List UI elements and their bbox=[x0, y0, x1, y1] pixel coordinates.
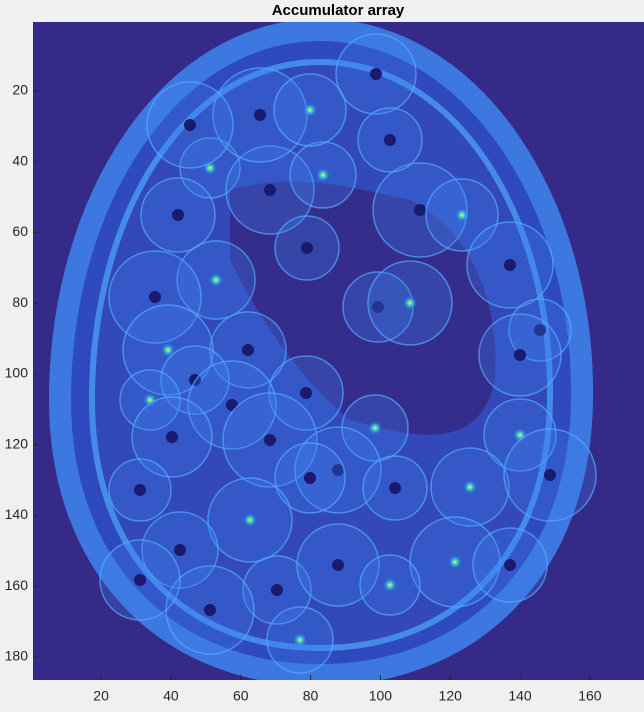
y-tick-label: 80 bbox=[12, 294, 28, 310]
center bbox=[254, 109, 266, 121]
center bbox=[166, 431, 178, 443]
center bbox=[264, 434, 276, 446]
center bbox=[384, 134, 396, 146]
peak bbox=[463, 480, 477, 494]
center bbox=[504, 259, 516, 271]
center bbox=[301, 242, 313, 254]
peak bbox=[143, 393, 157, 407]
peak bbox=[303, 103, 317, 117]
center bbox=[304, 472, 316, 484]
x-tick-label: 100 bbox=[369, 688, 393, 704]
y-tick-label: 100 bbox=[5, 365, 29, 381]
center bbox=[242, 344, 254, 356]
empty-region bbox=[230, 181, 496, 435]
y-tick-label: 60 bbox=[12, 223, 28, 239]
x-tick-label: 40 bbox=[163, 688, 179, 704]
x-tick-label: 140 bbox=[508, 688, 532, 704]
y-tick-label: 40 bbox=[12, 152, 28, 168]
x-tick-label: 80 bbox=[303, 688, 319, 704]
center bbox=[204, 604, 216, 616]
center bbox=[300, 387, 312, 399]
center bbox=[149, 291, 161, 303]
y-tick-label: 120 bbox=[5, 435, 29, 451]
center bbox=[134, 484, 146, 496]
peak bbox=[161, 343, 175, 357]
y-tick-label: 20 bbox=[12, 82, 28, 98]
center bbox=[134, 574, 146, 586]
center bbox=[544, 469, 556, 481]
center bbox=[332, 559, 344, 571]
center bbox=[174, 544, 186, 556]
peak bbox=[403, 296, 417, 310]
center bbox=[172, 209, 184, 221]
center bbox=[372, 301, 384, 313]
peak bbox=[209, 273, 223, 287]
peak bbox=[368, 421, 382, 435]
peak bbox=[383, 578, 397, 592]
x-tick-label: 120 bbox=[439, 688, 463, 704]
peak bbox=[513, 428, 527, 442]
x-tick-label: 60 bbox=[233, 688, 249, 704]
chart-title: Accumulator array bbox=[272, 2, 405, 19]
peak bbox=[316, 168, 330, 182]
peak bbox=[293, 633, 307, 647]
center bbox=[271, 584, 283, 596]
center bbox=[504, 559, 516, 571]
center bbox=[514, 349, 526, 361]
center bbox=[264, 184, 276, 196]
y-tick-label: 140 bbox=[5, 506, 29, 522]
center bbox=[414, 204, 426, 216]
y-tick-label: 160 bbox=[5, 577, 29, 593]
center bbox=[332, 464, 344, 476]
x-tick-label: 160 bbox=[578, 688, 602, 704]
accumulator-image bbox=[48, 22, 597, 680]
y-tick-label: 180 bbox=[5, 648, 29, 664]
x-tick-label: 20 bbox=[93, 688, 109, 704]
peak bbox=[455, 208, 469, 222]
peak bbox=[448, 555, 462, 569]
center bbox=[534, 324, 546, 336]
center bbox=[370, 68, 382, 80]
center bbox=[184, 119, 196, 131]
peak bbox=[243, 513, 257, 527]
center bbox=[389, 482, 401, 494]
